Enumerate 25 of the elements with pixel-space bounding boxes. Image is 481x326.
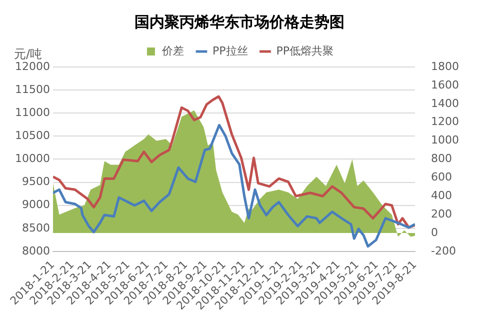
y2-tick-label: 1600 (431, 78, 460, 92)
legend-label: PP低熔共聚 (276, 44, 334, 58)
y-tick-label: 8500 (22, 221, 50, 234)
y2-tick-label: 800 (431, 152, 452, 166)
y-tick-label: 12000 (14, 60, 50, 73)
y2-tick-label: 1400 (431, 96, 460, 110)
y2-tick-label: 0 (431, 226, 438, 239)
y2-tick-label: 400 (431, 188, 452, 202)
y-tick-label: 10500 (14, 129, 50, 142)
y2-tick-label: 1800 (431, 60, 460, 73)
y2-tick-label: 1200 (431, 115, 460, 128)
y-tick-label: 8000 (22, 244, 50, 258)
y-tick-label: 9500 (22, 175, 50, 188)
y-tick-label: 11500 (14, 82, 50, 96)
y-tick-label: 9000 (22, 198, 50, 212)
y-tick-label: 10000 (14, 152, 50, 166)
y2-tick-label: -200 (431, 244, 456, 258)
legend-label: 价差 (160, 44, 184, 58)
y-axis-title: 元/吨 (14, 47, 42, 62)
y-tick-label: 11000 (14, 106, 50, 119)
chart-title: 国内聚丙烯华东市场价格走势图 (134, 12, 344, 31)
y2-tick-label: 200 (431, 207, 452, 220)
y2-tick-label: 1000 (431, 134, 460, 147)
legend-label: PP拉丝 (212, 44, 248, 58)
y2-tick-label: 600 (431, 170, 452, 184)
